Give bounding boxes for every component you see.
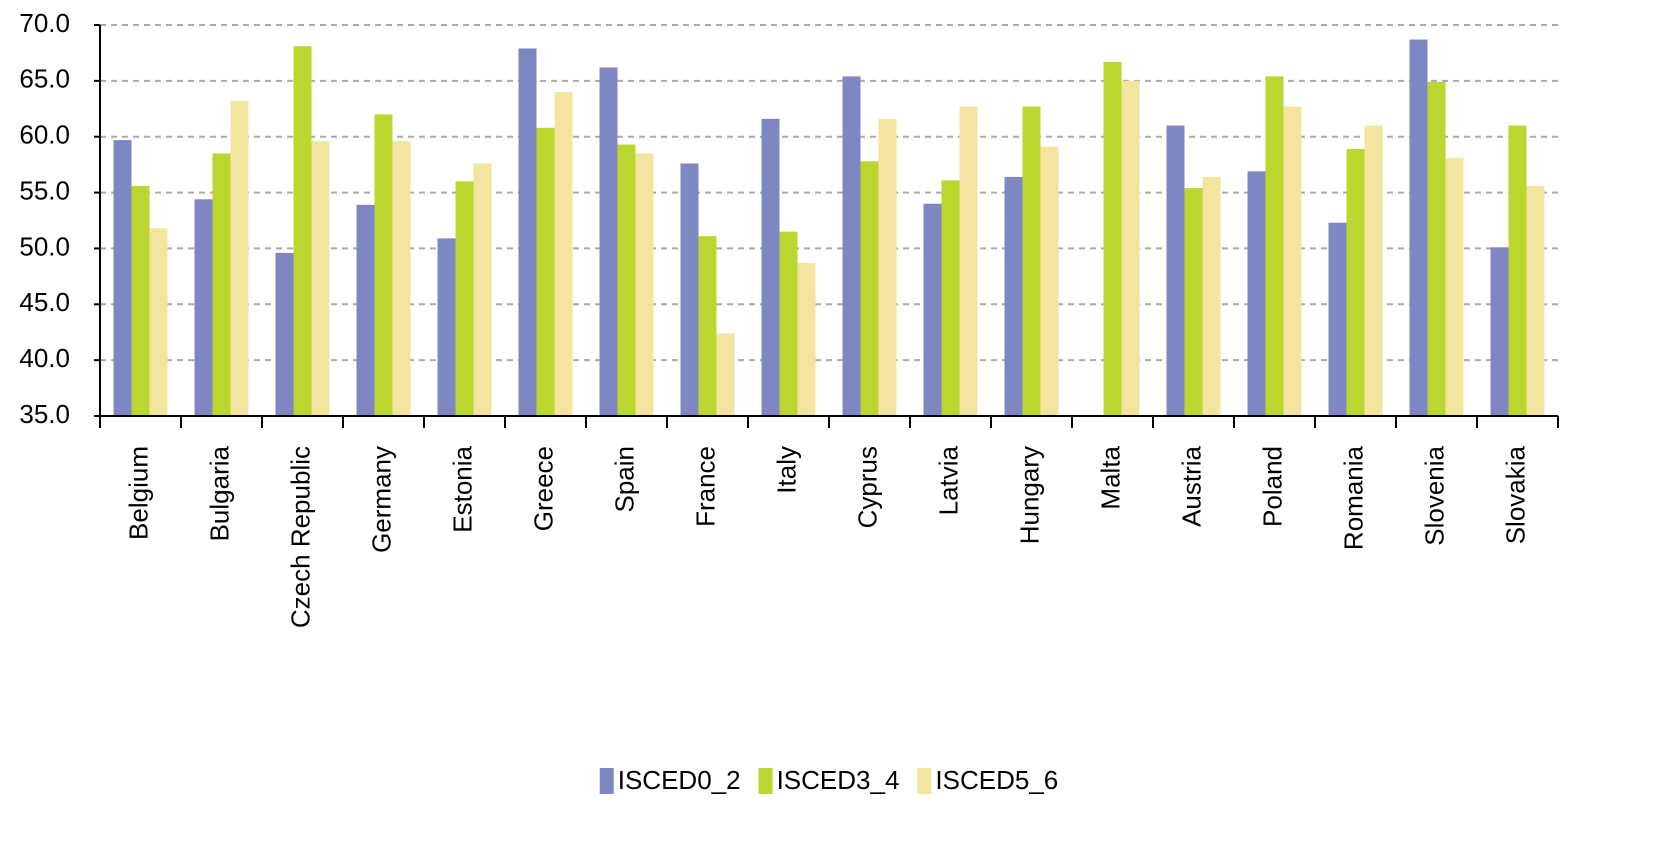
bar (1040, 146, 1059, 417)
x-tick-label: Spain (609, 446, 639, 513)
bar (230, 100, 249, 417)
bar (131, 185, 150, 416)
x-tick-label: Latvia (933, 445, 963, 515)
bar (1364, 125, 1383, 417)
legend: ISCED0_2 ISCED3_4 ISCED5_6 (599, 765, 1058, 795)
x-tick-label: Belgium (123, 446, 153, 540)
bar (1247, 171, 1266, 416)
y-tick-label: 35.0 (19, 399, 70, 429)
x-tick-label: Austria (1176, 445, 1206, 526)
bar (1283, 106, 1302, 417)
bar (392, 141, 411, 416)
y-tick-label: 50.0 (19, 231, 70, 261)
x-tick-label: Italy (771, 446, 801, 494)
x-tick-label: Slovakia (1500, 445, 1530, 544)
legend-label: ISCED3_4 (777, 765, 900, 795)
bar (194, 199, 213, 416)
bar (1022, 106, 1041, 417)
bar (599, 67, 618, 417)
bar (680, 163, 699, 416)
bar (293, 46, 312, 417)
bar (1265, 76, 1284, 416)
bar (1526, 185, 1545, 416)
bar (113, 140, 132, 416)
bar (635, 153, 654, 416)
bar (617, 144, 636, 416)
bar (1508, 125, 1527, 417)
bar (473, 163, 492, 416)
x-tick-label: Germany (366, 446, 396, 553)
x-tick-label: France (690, 446, 720, 527)
bar (1409, 39, 1428, 416)
bar (1490, 247, 1509, 416)
x-tick-label: Greece (528, 446, 558, 531)
legend-swatch (599, 768, 614, 794)
x-tick-label: Slovenia (1419, 445, 1449, 545)
y-tick-label: 45.0 (19, 287, 70, 317)
bar (275, 252, 294, 416)
bar (311, 141, 330, 416)
bar (1202, 176, 1221, 416)
y-tick-label: 65.0 (19, 64, 70, 94)
bar (860, 161, 879, 416)
bar (554, 92, 573, 417)
bar (1121, 80, 1140, 416)
bar (1427, 81, 1446, 416)
bar (1346, 149, 1365, 416)
bar (1103, 61, 1122, 416)
bar (761, 118, 780, 416)
x-tick-label: Bulgaria (204, 445, 234, 541)
y-tick-label: 55.0 (19, 175, 70, 205)
bar (842, 76, 861, 416)
y-tick-label: 60.0 (19, 120, 70, 150)
legend-label: ISCED0_2 (618, 765, 741, 795)
x-tick-label: Estonia (447, 445, 477, 532)
x-tick-label: Romania (1338, 445, 1368, 550)
bar (455, 181, 474, 416)
y-tick-label: 70.0 (19, 8, 70, 38)
bar (1328, 222, 1347, 416)
bar (1004, 176, 1023, 416)
bar (1184, 188, 1203, 416)
bar (698, 236, 717, 416)
bar (374, 114, 393, 416)
bar (1445, 157, 1464, 416)
legend-swatch (758, 768, 773, 794)
y-tick-label: 40.0 (19, 343, 70, 373)
bar (959, 106, 978, 417)
bar (518, 48, 537, 417)
x-tick-label: Cyprus (852, 446, 882, 528)
bar (941, 180, 960, 416)
legend-label: ISCED5_6 (935, 765, 1058, 795)
x-tick-label: Hungary (1014, 446, 1044, 544)
x-tick-label: Poland (1257, 446, 1287, 527)
bar (716, 333, 735, 416)
x-tick-label: Czech Republic (285, 446, 315, 628)
bar (356, 204, 375, 416)
bar (779, 231, 798, 416)
bar (923, 203, 942, 416)
bar (536, 127, 555, 416)
bar (212, 153, 231, 416)
bar (437, 238, 456, 416)
bar (797, 262, 816, 416)
bar (1166, 125, 1185, 417)
legend-swatch (917, 768, 932, 794)
bar (878, 118, 897, 416)
x-tick-label: Malta (1095, 445, 1125, 509)
bar (149, 228, 168, 416)
